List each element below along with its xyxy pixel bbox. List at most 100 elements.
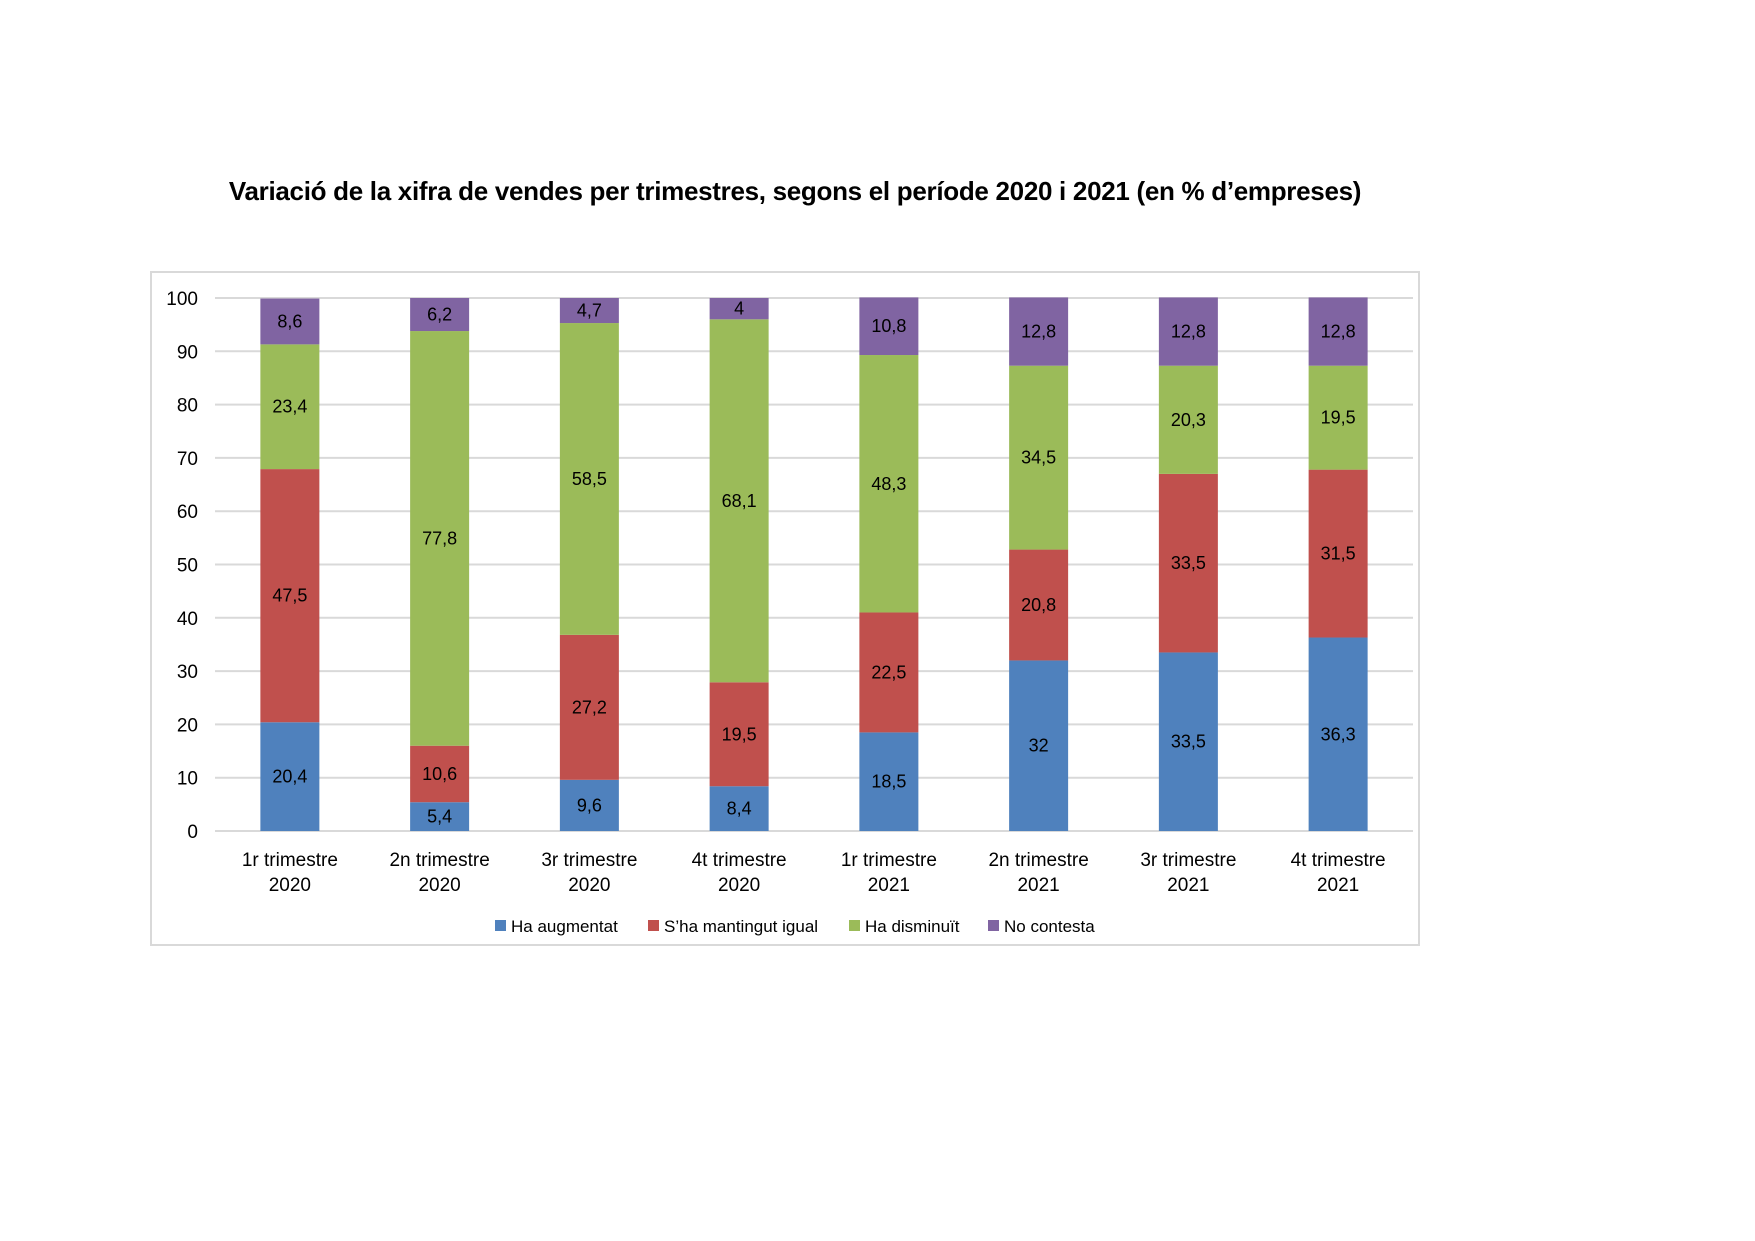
bar-segment bbox=[1308, 365, 1368, 470]
x-tick-label: 4t trimestre bbox=[1291, 850, 1386, 871]
x-tick-label: 4t trimestre bbox=[692, 850, 787, 871]
bar-segment bbox=[1308, 297, 1368, 366]
data-label: 31,5 bbox=[1321, 544, 1356, 564]
y-tick-label: 50 bbox=[177, 556, 198, 577]
y-tick-label: 90 bbox=[177, 342, 198, 363]
x-tick-label-year: 2021 bbox=[1317, 875, 1359, 896]
y-axis-ticks: 0 10 20 30 40 50 60 70 80 90 100 bbox=[166, 289, 198, 843]
data-labels: 20,4 47,5 23,4 8,6 5,4 10,6 77,8 6,2 9,6 27,2 58,5… bbox=[272, 299, 1355, 827]
y-tick-label: 70 bbox=[177, 449, 198, 470]
legend-label: S’ha mantingut igual bbox=[664, 917, 818, 936]
bar-segment bbox=[1158, 473, 1218, 653]
bar-segment bbox=[1009, 297, 1069, 366]
data-label: 12,8 bbox=[1171, 322, 1206, 342]
bar-segment bbox=[1308, 469, 1368, 638]
bar-segment bbox=[1009, 365, 1069, 550]
x-tick-label: 1r trimestre bbox=[841, 850, 937, 871]
bars bbox=[260, 297, 1368, 831]
x-tick-label: 3r trimestre bbox=[1140, 850, 1236, 871]
legend-item: Ha augmentat bbox=[495, 917, 618, 936]
data-label: 68,1 bbox=[722, 491, 757, 511]
data-label: 20,8 bbox=[1021, 595, 1056, 615]
data-label: 32 bbox=[1029, 736, 1049, 756]
data-label: 33,5 bbox=[1171, 732, 1206, 752]
bar-segment bbox=[410, 745, 470, 803]
data-label: 48,3 bbox=[871, 474, 906, 494]
bar-segment bbox=[859, 297, 919, 356]
data-label: 5,4 bbox=[427, 807, 452, 827]
data-label: 33,5 bbox=[1171, 553, 1206, 573]
y-tick-label: 60 bbox=[177, 502, 198, 523]
data-label: 10,8 bbox=[871, 316, 906, 336]
bar-segment bbox=[260, 469, 320, 723]
bar-segment bbox=[1308, 637, 1368, 831]
data-label: 4,7 bbox=[577, 301, 602, 321]
x-tick-label-year: 2021 bbox=[1017, 875, 1059, 896]
bar-segment bbox=[859, 355, 919, 613]
bar-segment bbox=[559, 323, 619, 635]
data-label: 23,4 bbox=[272, 397, 307, 417]
data-label: 9,6 bbox=[577, 795, 602, 815]
data-label: 20,4 bbox=[272, 767, 307, 787]
legend-label: Ha augmentat bbox=[511, 917, 618, 936]
legend-item: S’ha mantingut igual bbox=[648, 917, 818, 936]
data-label: 10,6 bbox=[422, 764, 457, 784]
x-tick-label-year: 2020 bbox=[718, 875, 760, 896]
y-tick-label: 30 bbox=[177, 662, 198, 683]
bar-segment bbox=[410, 802, 470, 831]
bar-segment bbox=[559, 779, 619, 831]
x-tick-label: 3r trimestre bbox=[541, 850, 637, 871]
data-label: 12,8 bbox=[1021, 322, 1056, 342]
bar-segment bbox=[859, 612, 919, 733]
data-label: 4 bbox=[734, 299, 744, 319]
bar-segment bbox=[709, 786, 769, 831]
legend-swatch bbox=[648, 920, 659, 931]
legend: Ha augmentat S’ha mantingut igual Ha dismi… bbox=[495, 917, 1095, 936]
bar-segment bbox=[1009, 549, 1069, 661]
data-label: 20,3 bbox=[1171, 410, 1206, 430]
data-label: 77,8 bbox=[422, 528, 457, 548]
data-label: 58,5 bbox=[572, 469, 607, 489]
y-tick-label: 10 bbox=[177, 769, 198, 790]
y-tick-label: 100 bbox=[166, 289, 198, 310]
data-label: 19,5 bbox=[722, 724, 757, 744]
legend-label: Ha disminuït bbox=[865, 917, 960, 936]
y-tick-label: 80 bbox=[177, 396, 198, 417]
bar-segment bbox=[1158, 365, 1218, 474]
bar-segment bbox=[1158, 297, 1218, 366]
data-label: 8,4 bbox=[727, 799, 752, 819]
y-tick-label: 0 bbox=[187, 822, 198, 843]
bar-segment bbox=[559, 634, 619, 780]
data-label: 36,3 bbox=[1321, 724, 1356, 744]
bar-segment bbox=[709, 319, 769, 683]
legend-swatch bbox=[849, 920, 860, 931]
data-label: 19,5 bbox=[1321, 408, 1356, 428]
legend-label: No contesta bbox=[1004, 917, 1095, 936]
data-label: 47,5 bbox=[272, 586, 307, 606]
x-tick-label-year: 2021 bbox=[868, 875, 910, 896]
legend-swatch bbox=[988, 920, 999, 931]
x-tick-label-year: 2020 bbox=[418, 875, 460, 896]
legend-swatch bbox=[495, 920, 506, 931]
bar-segment bbox=[1009, 660, 1069, 831]
data-label: 6,2 bbox=[427, 305, 452, 325]
bar-segment bbox=[709, 682, 769, 787]
bar-segment bbox=[260, 344, 320, 470]
x-tick-label: 2n trimestre bbox=[988, 850, 1088, 871]
x-tick-label-year: 2020 bbox=[568, 875, 610, 896]
legend-item: No contesta bbox=[988, 917, 1095, 936]
data-label: 22,5 bbox=[871, 662, 906, 682]
x-axis-labels: 1r trimestre 2020 2n trimestre 2020 3r trime… bbox=[242, 850, 1386, 896]
chart-title: Variació de la xifra de vendes per trime… bbox=[228, 176, 1362, 206]
bar-segment bbox=[859, 732, 919, 831]
data-label: 8,6 bbox=[277, 311, 302, 331]
y-tick-label: 20 bbox=[177, 715, 198, 736]
bar-segment bbox=[559, 298, 619, 324]
x-tick-label: 1r trimestre bbox=[242, 850, 338, 871]
bar-segment bbox=[260, 722, 320, 831]
bar-segment bbox=[410, 298, 470, 332]
data-label: 27,2 bbox=[572, 697, 607, 717]
legend-item: Ha disminuït bbox=[849, 917, 960, 936]
gridlines bbox=[215, 297, 1413, 832]
